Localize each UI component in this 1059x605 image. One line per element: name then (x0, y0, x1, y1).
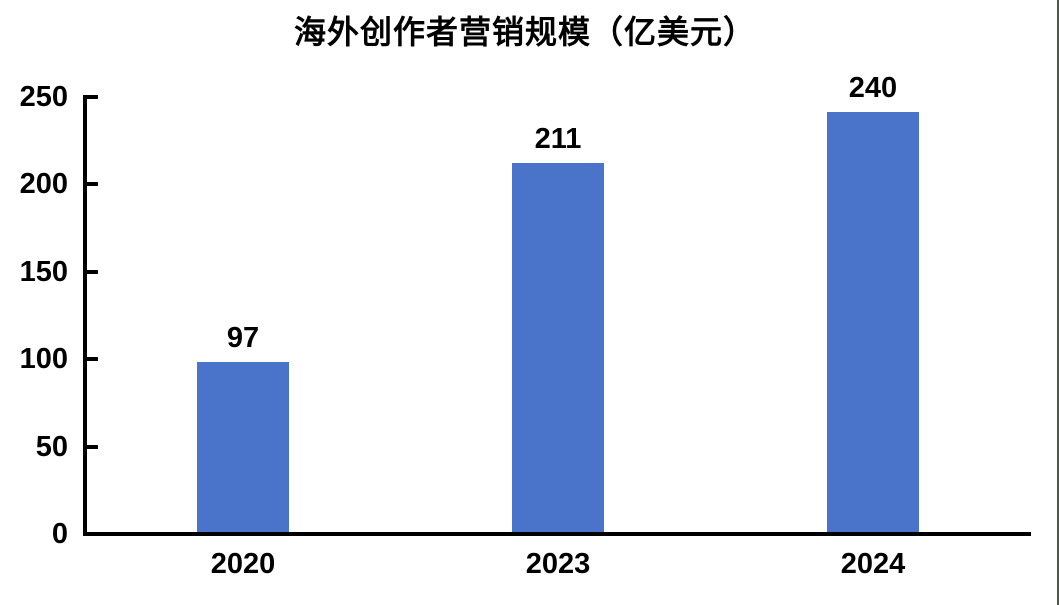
y-axis-tick-label: 100 (19, 343, 68, 375)
y-axis-line (83, 95, 87, 536)
bar-value-label: 240 (848, 72, 898, 104)
bar (512, 163, 604, 532)
bar (827, 112, 919, 532)
x-axis-category-label: 2023 (525, 548, 591, 580)
y-axis-tick-label: 200 (19, 168, 68, 200)
bar-value-label: 97 (226, 322, 260, 354)
x-axis-category-label: 2024 (840, 548, 906, 580)
x-axis-line (83, 532, 1031, 536)
x-axis-category-label: 2020 (210, 548, 276, 580)
bar-value-label: 211 (534, 123, 582, 155)
y-axis-tick-mark (87, 95, 98, 99)
y-axis-tick-mark (87, 270, 98, 274)
y-axis-tick-label: 250 (19, 81, 68, 113)
y-axis-tick-mark (87, 357, 98, 361)
y-axis-tick-label: 50 (35, 431, 68, 463)
y-axis-tick-mark (87, 445, 98, 449)
bar (197, 362, 289, 532)
chart-title: 海外创作者营销规模（亿美元） (293, 14, 756, 50)
page-right-border-line (1057, 0, 1059, 605)
y-axis-tick-label: 150 (19, 256, 68, 288)
y-axis-tick-label: 0 (51, 518, 68, 550)
y-axis-tick-mark (87, 182, 98, 186)
